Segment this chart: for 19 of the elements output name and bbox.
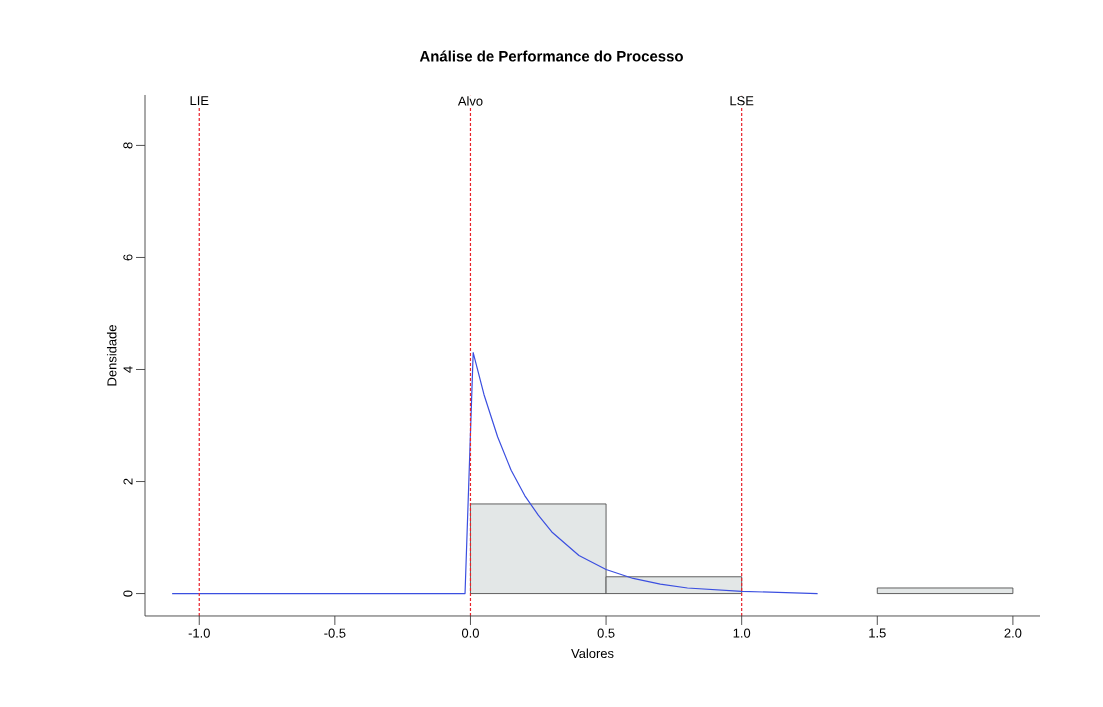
y-tick-label: 4 [123,366,133,373]
ref-line-label: LIE [190,96,209,106]
y-tick-label: 2 [123,478,133,485]
x-tick-label: -0.5 [324,628,346,638]
x-tick-label: 1.5 [869,628,886,638]
x-tick-label: 1.0 [733,628,751,638]
ref-line-label: Alvo [457,96,483,106]
line-series [171,352,819,595]
x-tick-label: 2.0 [1004,628,1022,638]
chart-title: Análise de Performance do Processo [419,50,683,62]
x-tick-label: -1.0 [188,628,210,638]
y-axis-title: Densidade [106,325,117,386]
x-tick-label: 0.5 [597,628,615,638]
x-axis-title: Valores [571,648,614,659]
y-tick-label: 0 [123,590,133,597]
y-tick-label: 8 [123,142,133,149]
ref-line-label: LSE [730,96,754,106]
x-tick-label: 0.0 [461,628,479,638]
y-tick-label: 6 [123,254,133,261]
